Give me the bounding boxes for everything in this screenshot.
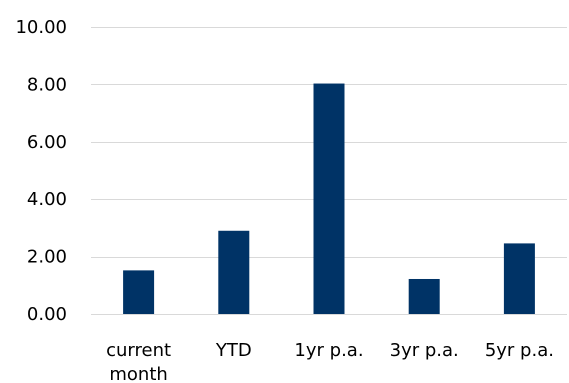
y-tick-label: 4.00: [27, 189, 67, 210]
x-axis-tick-labels: current month YTD 1yr p.a. 3yr p.a. 5yr p.a.: [106, 340, 554, 383]
x-tick-label: 5yr p.a.: [485, 340, 554, 361]
y-tick-label: 0.00: [27, 304, 67, 325]
y-tick-label: 6.00: [27, 132, 67, 153]
bar: [408, 278, 440, 314]
bar: [503, 243, 535, 314]
y-tick-label: 2.00: [27, 247, 67, 268]
bars: [123, 83, 535, 314]
bar: [313, 83, 345, 314]
x-tick-label: YTD: [215, 340, 252, 361]
bar: [123, 270, 155, 314]
x-tick-label: current month: [106, 340, 171, 383]
x-tick-label-line: 3yr p.a.: [390, 340, 459, 361]
bar: [218, 230, 250, 314]
y-axis-tick-labels: 0.00 2.00 4.00 6.00 8.00 10.00: [15, 17, 67, 325]
y-tick-label: 8.00: [27, 74, 67, 95]
x-tick-label: 1yr p.a.: [294, 340, 363, 361]
x-tick-label-line: 5yr p.a.: [485, 340, 554, 361]
x-tick-label: 3yr p.a.: [390, 340, 459, 361]
y-tick-label: 10.00: [15, 17, 67, 38]
x-tick-label-line: YTD: [215, 340, 252, 361]
x-tick-label-line: 1yr p.a.: [294, 340, 363, 361]
x-tick-label-line: current: [106, 340, 171, 361]
x-tick-label-line: month: [109, 364, 167, 383]
